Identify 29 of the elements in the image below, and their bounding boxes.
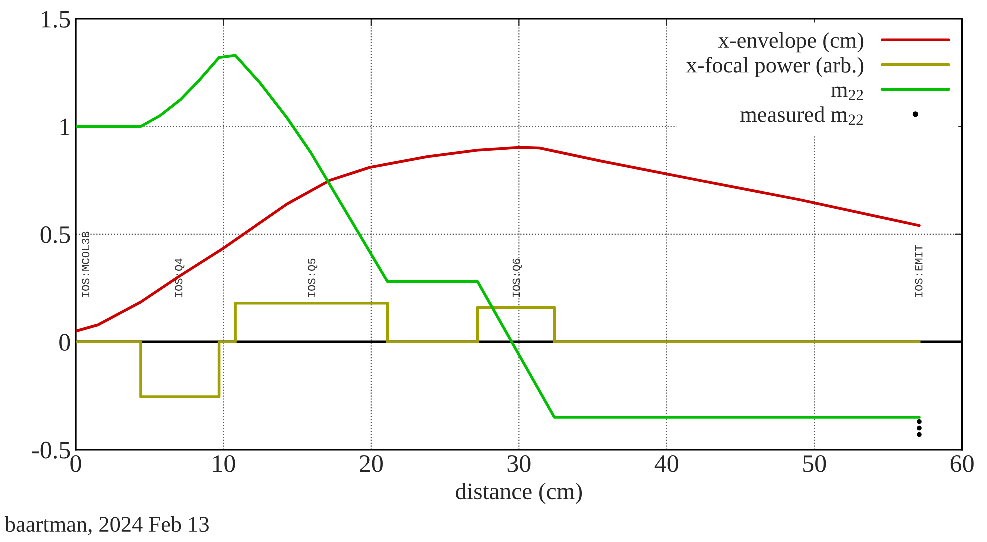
x-tick-label: 30 [508, 455, 531, 472]
x-tick-label: 60 [950, 455, 974, 472]
line-series [76, 146, 921, 333]
annotation: IOS:Q5 [308, 258, 318, 298]
y-tick-label: 0.5 [40, 226, 70, 244]
legend-label: x-envelope (cm) [718, 32, 864, 53]
x-tick-label: 0 [70, 455, 82, 472]
line-series [76, 54, 921, 419]
x-tick-label: 20 [360, 455, 383, 472]
annotation: IOS:Q6 [512, 258, 522, 298]
y-tick-label: -0.5 [32, 442, 70, 459]
point [917, 432, 922, 438]
x-tick-label: 10 [213, 455, 236, 472]
legend-label: m$_{22}$ [831, 86, 864, 100]
annotation: IOS:EMIT [915, 245, 923, 298]
annotation: IOS:Q4 [175, 258, 185, 298]
x-tick-label: 40 [654, 455, 678, 472]
y-tick-label: 1.5 [42, 11, 70, 28]
x-axis-title: distance (cm) [456, 482, 582, 504]
point [917, 419, 922, 424]
point [917, 426, 922, 431]
legend-label: measured m$_{22}$ [740, 106, 863, 126]
legend-label: x-focal power (arb.) [686, 57, 864, 78]
y-tick-label: 1 [60, 118, 70, 136]
x-tick-label: 50 [804, 455, 826, 472]
text: baartman, 2024 Feb 13 [4, 516, 209, 536]
annotation: IOS:MCOL3B [82, 232, 90, 298]
y-tick-label: 0 [60, 334, 70, 352]
line-series [76, 302, 921, 398]
